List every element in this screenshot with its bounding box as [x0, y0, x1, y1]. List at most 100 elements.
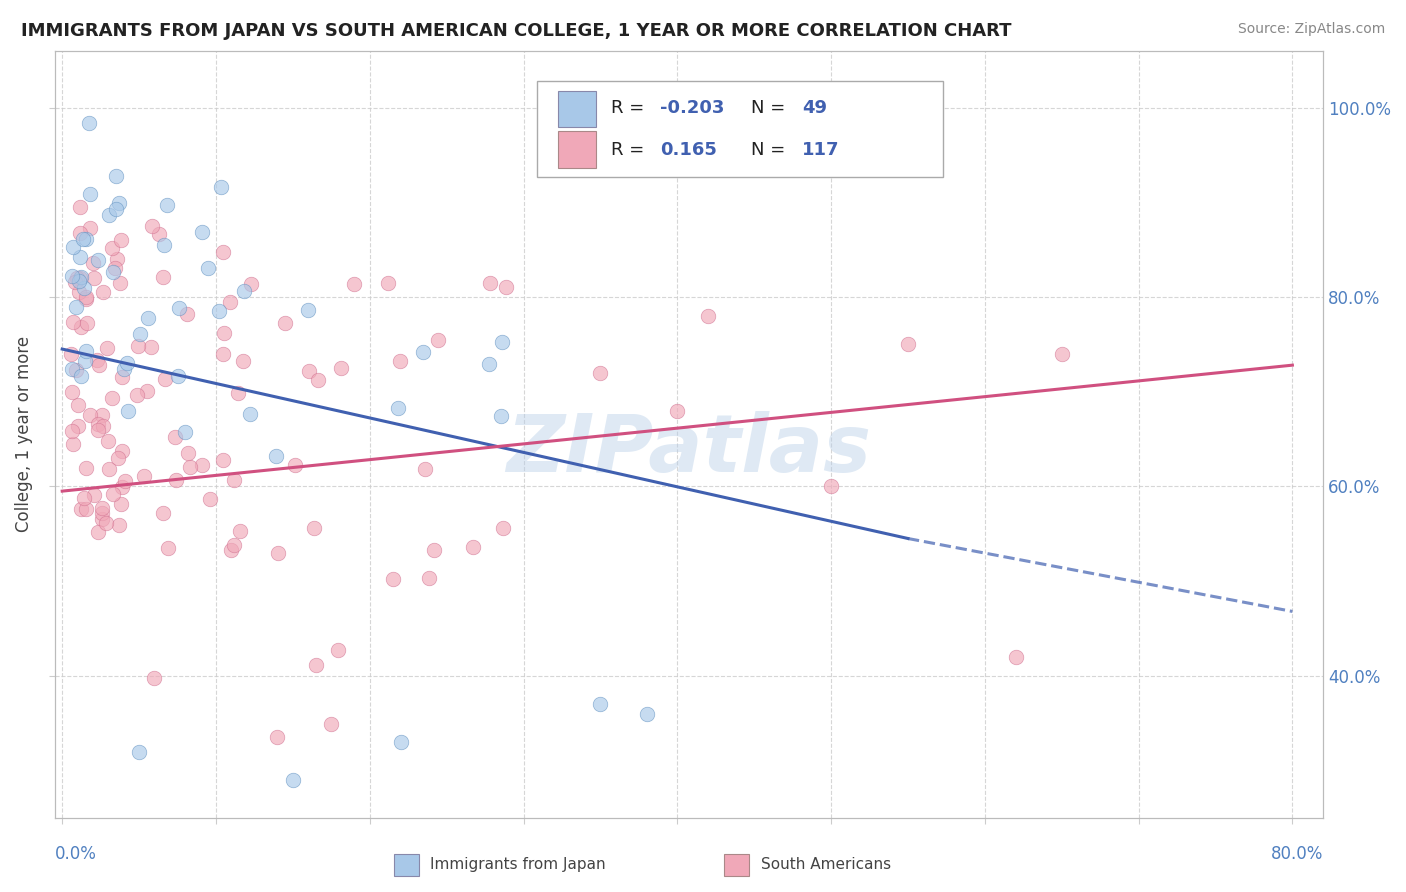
- Point: [75, 461, 97, 475]
- Point: [65, 300, 87, 314]
- Point: [66, 271, 89, 285]
- Text: R =: R =: [612, 99, 651, 117]
- Text: N =: N =: [751, 99, 792, 117]
- Point: [132, 469, 155, 483]
- Point: [83, 271, 105, 285]
- Text: 0.165: 0.165: [659, 142, 717, 160]
- Point: [100, 391, 122, 405]
- Point: [190, 458, 212, 472]
- Point: [179, 460, 201, 475]
- Point: [110, 233, 132, 247]
- Point: [174, 425, 197, 440]
- Point: [167, 301, 190, 316]
- Point: [200, 491, 222, 506]
- Bar: [558, 91, 596, 128]
- Point: [73, 491, 96, 505]
- Point: [897, 337, 920, 351]
- Point: [266, 730, 288, 744]
- Point: [91, 501, 114, 516]
- Point: [589, 698, 612, 712]
- Point: [330, 361, 353, 376]
- Point: [427, 334, 450, 348]
- Text: -0.203: -0.203: [659, 99, 724, 117]
- Point: [139, 340, 162, 354]
- Point: [478, 357, 501, 371]
- Point: [495, 280, 517, 294]
- Point: [461, 541, 484, 555]
- Point: [491, 335, 513, 350]
- Point: [197, 260, 219, 275]
- Point: [389, 735, 412, 749]
- Text: IMMIGRANTS FROM JAPAN VS SOUTH AMERICAN COLLEGE, 1 YEAR OR MORE CORRELATION CHAR: IMMIGRANTS FROM JAPAN VS SOUTH AMERICAN …: [21, 22, 1011, 40]
- Point: [297, 303, 319, 318]
- Point: [60, 424, 83, 438]
- Point: [108, 518, 131, 533]
- Point: [152, 506, 174, 520]
- Point: [165, 473, 187, 487]
- Point: [69, 368, 91, 383]
- Point: [67, 418, 90, 433]
- Point: [86, 353, 108, 368]
- Point: [103, 487, 125, 501]
- Point: [211, 347, 233, 361]
- Point: [267, 546, 290, 560]
- Point: [176, 307, 198, 321]
- Point: [152, 270, 174, 285]
- Point: [87, 524, 110, 539]
- Point: [165, 430, 187, 444]
- Point: [110, 497, 132, 511]
- Point: [666, 403, 689, 417]
- Point: [103, 265, 125, 279]
- Point: [284, 458, 307, 473]
- Point: [75, 502, 97, 516]
- Point: [129, 326, 152, 341]
- Point: [70, 502, 93, 516]
- Point: [60, 347, 83, 361]
- Point: [222, 474, 245, 488]
- Point: [79, 116, 101, 130]
- Point: [167, 369, 190, 384]
- Point: [148, 227, 170, 241]
- Point: [141, 219, 163, 233]
- Point: [79, 186, 101, 201]
- Point: [222, 538, 245, 552]
- Text: 80.0%: 80.0%: [1271, 845, 1323, 863]
- Point: [377, 276, 399, 290]
- Y-axis label: College, 1 year or more: College, 1 year or more: [15, 336, 32, 533]
- Point: [176, 446, 198, 460]
- Point: [820, 479, 842, 493]
- Point: [209, 179, 232, 194]
- Point: [382, 573, 405, 587]
- Point: [328, 643, 350, 657]
- Point: [82, 256, 104, 270]
- Point: [73, 353, 96, 368]
- Point: [128, 745, 150, 759]
- Text: N =: N =: [751, 142, 792, 160]
- Point: [86, 417, 108, 431]
- Point: [67, 274, 90, 288]
- Point: [67, 285, 90, 299]
- Point: [97, 434, 120, 448]
- Point: [1004, 649, 1026, 664]
- Point: [302, 521, 325, 535]
- Point: [298, 364, 321, 378]
- Point: [60, 362, 83, 376]
- Point: [111, 480, 134, 494]
- Point: [101, 241, 124, 255]
- Point: [117, 356, 139, 370]
- Point: [274, 316, 297, 330]
- Point: [98, 462, 121, 476]
- Point: [110, 277, 132, 291]
- Point: [156, 198, 179, 212]
- Point: [307, 373, 329, 387]
- Point: [91, 285, 114, 299]
- Point: [415, 461, 437, 475]
- Point: [127, 388, 149, 402]
- Point: [136, 311, 159, 326]
- Point: [63, 275, 86, 289]
- Point: [72, 232, 94, 246]
- Point: [69, 250, 91, 264]
- Point: [589, 366, 612, 380]
- Point: [114, 474, 136, 488]
- Point: [112, 362, 135, 376]
